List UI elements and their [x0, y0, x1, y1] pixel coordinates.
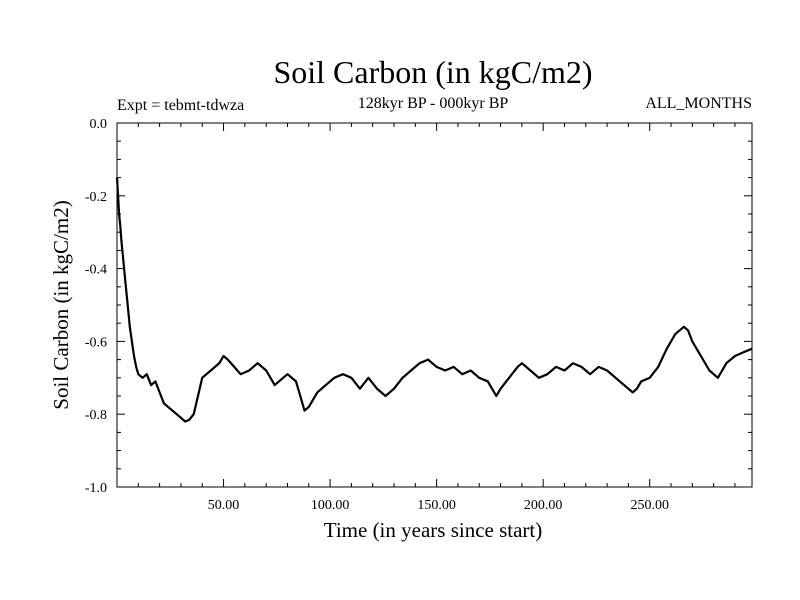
y-tick-label: -0.8: [85, 408, 107, 423]
y-tick-label: 0.0: [90, 117, 108, 132]
x-tick-label: 100.00: [311, 498, 350, 513]
y-tick-label: -1.0: [85, 481, 107, 496]
x-tick-label: 250.00: [630, 498, 669, 513]
months-label: ALL_MONTHS: [645, 95, 752, 112]
y-tick-label: -0.6: [85, 335, 107, 350]
y-tick-labels: 0.0 -0.2 -0.4 -0.6 -0.8 -1.0: [85, 117, 107, 496]
experiment-label: Expt = tebmt-tdwza: [117, 97, 244, 114]
x-tick-label: 200.00: [524, 498, 563, 513]
x-tick-label: 150.00: [417, 498, 456, 513]
plot-frame: [116, 122, 753, 488]
series-line-soil-carbon: [115, 177, 753, 423]
axis-ticks: [117, 122, 752, 488]
y-tick-label: -0.2: [85, 190, 107, 205]
x-tick-label: 50.00: [208, 498, 240, 513]
y-axis-label: Soil Carbon (in kgC/m2): [49, 200, 73, 409]
x-axis-label: Time (in years since start): [324, 518, 543, 542]
x-tick-labels: 50.00 100.00 150.00 200.00 250.00: [208, 498, 669, 513]
chart-subtitle: 128kyr BP - 000kyr BP: [358, 95, 509, 112]
y-tick-label: -0.4: [85, 263, 107, 278]
chart-title: Soil Carbon (in kgC/m2): [273, 54, 592, 90]
